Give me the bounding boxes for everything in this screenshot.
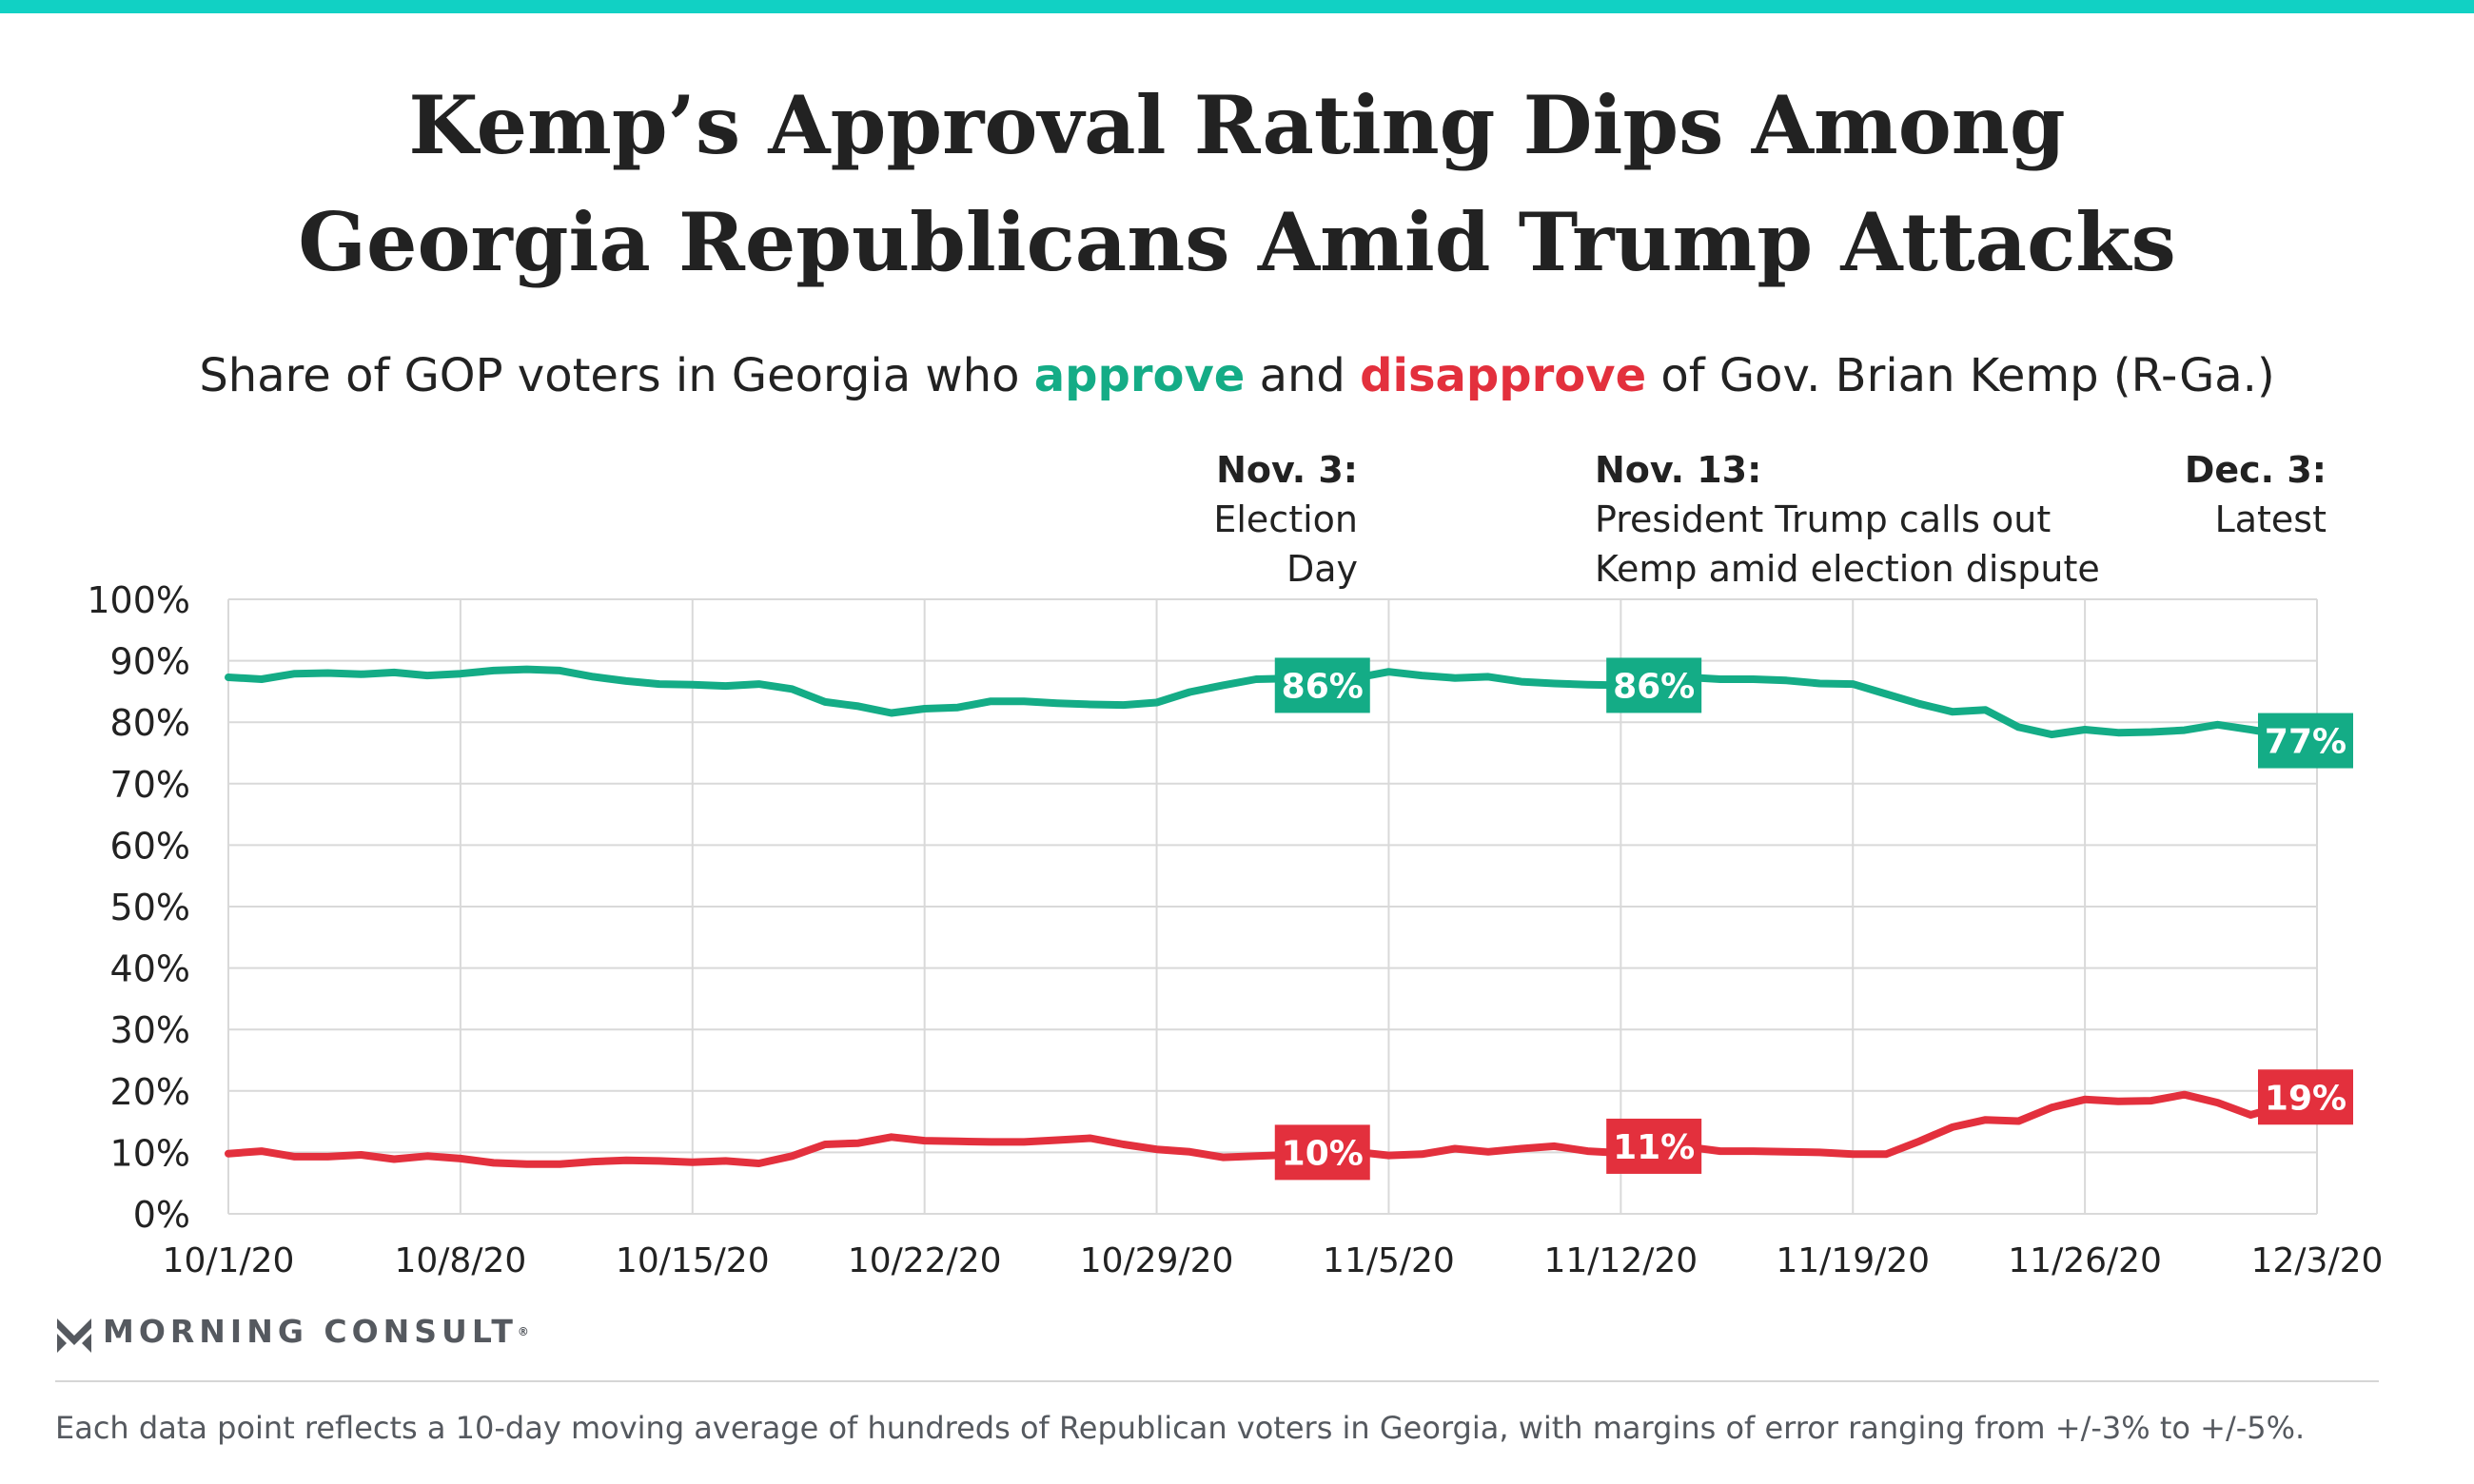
y-axis-tick-labels: 0% 10% 20% 30% 40% 50% 60% 70% 80% 90% 100% bbox=[87, 579, 190, 1236]
subtitle-disapprove-word: disapprove bbox=[1360, 349, 1647, 402]
subtitle-approve-word: approve bbox=[1033, 349, 1246, 402]
annotation-latest-line-1: Latest bbox=[2214, 498, 2327, 540]
x-tick-label: 10/15/20 bbox=[616, 1241, 770, 1280]
x-tick-label: 12/3/20 bbox=[2251, 1241, 2384, 1280]
x-tick-label: 10/1/20 bbox=[163, 1241, 295, 1280]
y-tick-label: 10% bbox=[110, 1132, 190, 1174]
y-tick-label: 0% bbox=[133, 1194, 190, 1236]
approve-data-label: 77% bbox=[2265, 723, 2346, 762]
y-tick-label: 30% bbox=[110, 1009, 190, 1051]
annotation-election-day-line-1: Election bbox=[1213, 498, 1358, 540]
annotation-trump-callout: Nov. 13: President Trump calls out Kemp … bbox=[1595, 445, 2100, 594]
y-tick-label: 20% bbox=[110, 1071, 190, 1113]
annotation-election-day: Nov. 3: Election Day bbox=[1213, 445, 1358, 594]
y-tick-label: 80% bbox=[110, 702, 190, 744]
disapprove-data-label: 19% bbox=[2265, 1079, 2346, 1118]
subtitle-prefix: Share of GOP voters in Georgia who bbox=[199, 349, 1034, 402]
x-tick-label: 11/19/20 bbox=[1776, 1241, 1930, 1280]
disapprove-data-label-box bbox=[1606, 1118, 1702, 1174]
approve-data-label-box bbox=[1606, 657, 1702, 713]
data-labels: 86% 86% 77% 10% 11% 19% bbox=[1274, 657, 2353, 1181]
chart-title-line-2: Georgia Republicans Amid Trump Attacks bbox=[298, 195, 2176, 289]
disapprove-data-label: 10% bbox=[1282, 1134, 1364, 1173]
x-tick-label: 10/29/20 bbox=[1080, 1241, 1234, 1280]
series-lines bbox=[225, 665, 2321, 1168]
x-tick-label: 11/5/20 bbox=[1323, 1241, 1455, 1280]
annotation-trump-callout-line-1: President Trump calls out bbox=[1595, 498, 2052, 540]
approve-series-line bbox=[225, 665, 2321, 741]
annotation-election-day-line-2: Day bbox=[1286, 548, 1358, 590]
x-axis-tick-labels: 10/1/20 10/8/20 10/15/20 10/22/20 10/29/20 11… bbox=[163, 1241, 2384, 1280]
approve-data-label-box bbox=[1274, 657, 1370, 713]
top-accent-bar bbox=[0, 0, 2474, 13]
y-tick-label: 100% bbox=[87, 579, 190, 621]
annotation-election-day-date: Nov. 3: bbox=[1216, 449, 1358, 491]
x-tick-label: 10/22/20 bbox=[848, 1241, 1002, 1280]
x-tick-label: 11/12/20 bbox=[1543, 1241, 1698, 1280]
approve-data-label-box bbox=[2258, 713, 2353, 769]
y-tick-label: 40% bbox=[110, 948, 190, 990]
logo-wordmark: MORNING CONSULT bbox=[103, 1313, 518, 1350]
chart-title: Kemp’s Approval Rating Dips Among Georgi… bbox=[0, 67, 2474, 301]
morning-consult-logo-text: MORNING CONSULT® bbox=[103, 1313, 529, 1350]
chart-title-line-1: Kemp’s Approval Rating Dips Among bbox=[408, 78, 2066, 172]
annotation-trump-callout-line-2: Kemp amid election dispute bbox=[1595, 548, 2100, 590]
footer-divider bbox=[55, 1380, 2379, 1382]
morning-consult-m-icon bbox=[57, 1318, 91, 1353]
approve-data-label: 86% bbox=[1282, 667, 1364, 706]
subtitle-suffix: of Gov. Brian Kemp (R-Ga.) bbox=[1646, 349, 2275, 402]
annotation-latest: Dec. 3: Latest bbox=[2185, 445, 2327, 544]
y-tick-label: 50% bbox=[110, 887, 190, 928]
y-tick-label: 90% bbox=[110, 641, 190, 683]
disapprove-data-label: 11% bbox=[1613, 1128, 1695, 1167]
subtitle-middle: and bbox=[1245, 349, 1361, 402]
y-tick-label: 60% bbox=[110, 825, 190, 867]
chart-subtitle: Share of GOP voters in Georgia who appro… bbox=[0, 342, 2474, 409]
disapprove-data-label-box bbox=[2258, 1069, 2353, 1125]
grid-lines bbox=[227, 598, 2318, 1215]
x-tick-label: 11/26/20 bbox=[2008, 1241, 2162, 1280]
y-tick-label: 70% bbox=[110, 764, 190, 806]
approve-data-label: 86% bbox=[1613, 667, 1695, 706]
footnote: Each data point reflects a 10-day moving… bbox=[55, 1410, 2306, 1446]
line-chart: 0% 10% 20% 30% 40% 50% 60% 70% 80% 90% 100% 10/1/2… bbox=[87, 579, 2384, 1280]
annotation-trump-callout-date: Nov. 13: bbox=[1595, 449, 1762, 491]
disapprove-data-label-box bbox=[1274, 1124, 1370, 1181]
x-tick-label: 10/8/20 bbox=[394, 1241, 526, 1280]
disapprove-series-line bbox=[225, 1090, 2321, 1168]
annotation-latest-date: Dec. 3: bbox=[2184, 449, 2327, 491]
